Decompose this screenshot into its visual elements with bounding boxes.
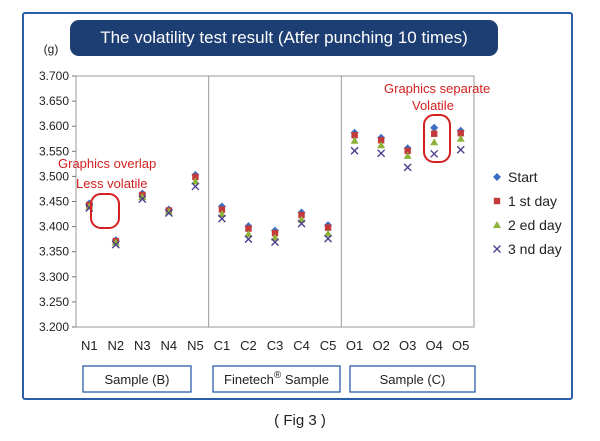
- highlight-circle: [90, 193, 120, 229]
- y-tick-label: 3.300: [39, 270, 69, 284]
- data-point-triangle: [164, 207, 173, 215]
- data-point-triangle: [456, 134, 465, 142]
- data-point-triangle: [111, 238, 120, 246]
- x-tick-label: N1: [81, 338, 98, 353]
- y-tick-label: 3.600: [39, 119, 69, 133]
- y-tick-label: 3.650: [39, 94, 69, 108]
- y-tick-label: 3.400: [39, 220, 69, 234]
- data-point-x: [138, 194, 147, 203]
- data-point-x: [403, 163, 412, 172]
- group-label: Finetech® Sample: [224, 370, 329, 387]
- x-tick-label: N4: [161, 338, 178, 353]
- data-point-square: [351, 132, 358, 139]
- data-point-triangle: [217, 210, 226, 218]
- data-point-x: [271, 238, 279, 247]
- figure-caption: ( Fig 3 ): [274, 412, 326, 429]
- legend-marker-diamond: [493, 173, 501, 181]
- data-point-triangle: [271, 233, 279, 241]
- group-box: [212, 365, 341, 393]
- legend-label: 3 nd day: [508, 241, 562, 257]
- highlight-circle: [423, 114, 451, 163]
- group-label: Sample (C): [380, 372, 446, 387]
- group-label: Sample (B): [104, 372, 169, 387]
- data-point-square: [245, 225, 252, 232]
- data-point-x: [111, 240, 120, 249]
- annotation-text: Less volatile: [76, 176, 148, 191]
- data-point-triangle: [377, 141, 386, 149]
- data-point-square: [431, 130, 438, 137]
- group-box: [349, 365, 476, 393]
- x-tick-label: O1: [346, 338, 363, 353]
- data-point-x: [456, 145, 465, 154]
- x-tick-label: O3: [399, 338, 416, 353]
- x-tick-label: O2: [372, 338, 389, 353]
- plot-area: [75, 75, 475, 328]
- data-point-square: [192, 173, 199, 181]
- data-point-triangle: [403, 151, 412, 159]
- y-tick-label: 3.350: [39, 245, 69, 259]
- y-axis-label: (g): [44, 42, 59, 56]
- data-point-x: [164, 209, 173, 218]
- data-point-square: [404, 147, 411, 154]
- data-point-triangle: [191, 177, 200, 185]
- data-point-triangle: [244, 230, 253, 238]
- data-point-square: [324, 224, 332, 231]
- data-point-square: [218, 206, 226, 213]
- y-tick-label: 3.700: [39, 69, 69, 83]
- x-tick-label: C4: [293, 338, 310, 353]
- data-point-triangle: [138, 192, 147, 200]
- legend-label: 2 ed day: [508, 217, 562, 233]
- legend-label: Start: [508, 169, 538, 185]
- legend-marker-x: [493, 245, 501, 253]
- group-box: [82, 365, 192, 393]
- x-tick-label: N2: [107, 338, 124, 353]
- legend-label: 1 st day: [508, 193, 557, 209]
- chart-title: The volatility test result (Atfer punchi…: [70, 20, 498, 56]
- data-point-x: [217, 214, 226, 223]
- y-tick-label: 3.500: [39, 169, 69, 183]
- y-tick-label: 3.200: [39, 320, 69, 334]
- data-point-x: [297, 219, 306, 228]
- x-tick-label: N5: [187, 338, 204, 353]
- y-tick-label: 3.250: [39, 295, 69, 309]
- data-point-triangle: [430, 138, 439, 146]
- legend-marker-square: [493, 197, 501, 205]
- y-tick-label: 3.550: [39, 144, 69, 158]
- data-point-square: [298, 211, 305, 219]
- x-tick-label: C2: [240, 338, 257, 353]
- x-tick-label: O4: [426, 338, 443, 353]
- y-tick-label: 3.450: [39, 195, 69, 209]
- x-tick-label: C5: [320, 338, 337, 353]
- data-point-x: [191, 182, 200, 191]
- data-point-x: [244, 235, 253, 244]
- data-point-square: [377, 137, 385, 144]
- annotation-text: Graphics overlap: [58, 156, 156, 171]
- data-point-x: [377, 149, 386, 158]
- data-point-diamond: [430, 123, 439, 132]
- data-point-x: [324, 234, 333, 243]
- data-point-triangle: [350, 136, 359, 144]
- x-tick-label: N3: [134, 338, 151, 353]
- annotation-text: Volatile: [412, 98, 454, 113]
- data-point-x: [430, 149, 439, 158]
- legend-marker-triangle: [493, 221, 501, 228]
- data-point-x: [350, 146, 359, 155]
- x-tick-label: C1: [214, 338, 231, 353]
- chart-frame: [22, 12, 573, 400]
- data-point-triangle: [324, 229, 333, 237]
- data-point-square: [271, 229, 279, 237]
- annotation-text: Graphics separate: [384, 81, 490, 96]
- data-point-square: [457, 130, 464, 137]
- x-tick-label: C3: [267, 338, 284, 353]
- x-tick-label: O5: [452, 338, 469, 353]
